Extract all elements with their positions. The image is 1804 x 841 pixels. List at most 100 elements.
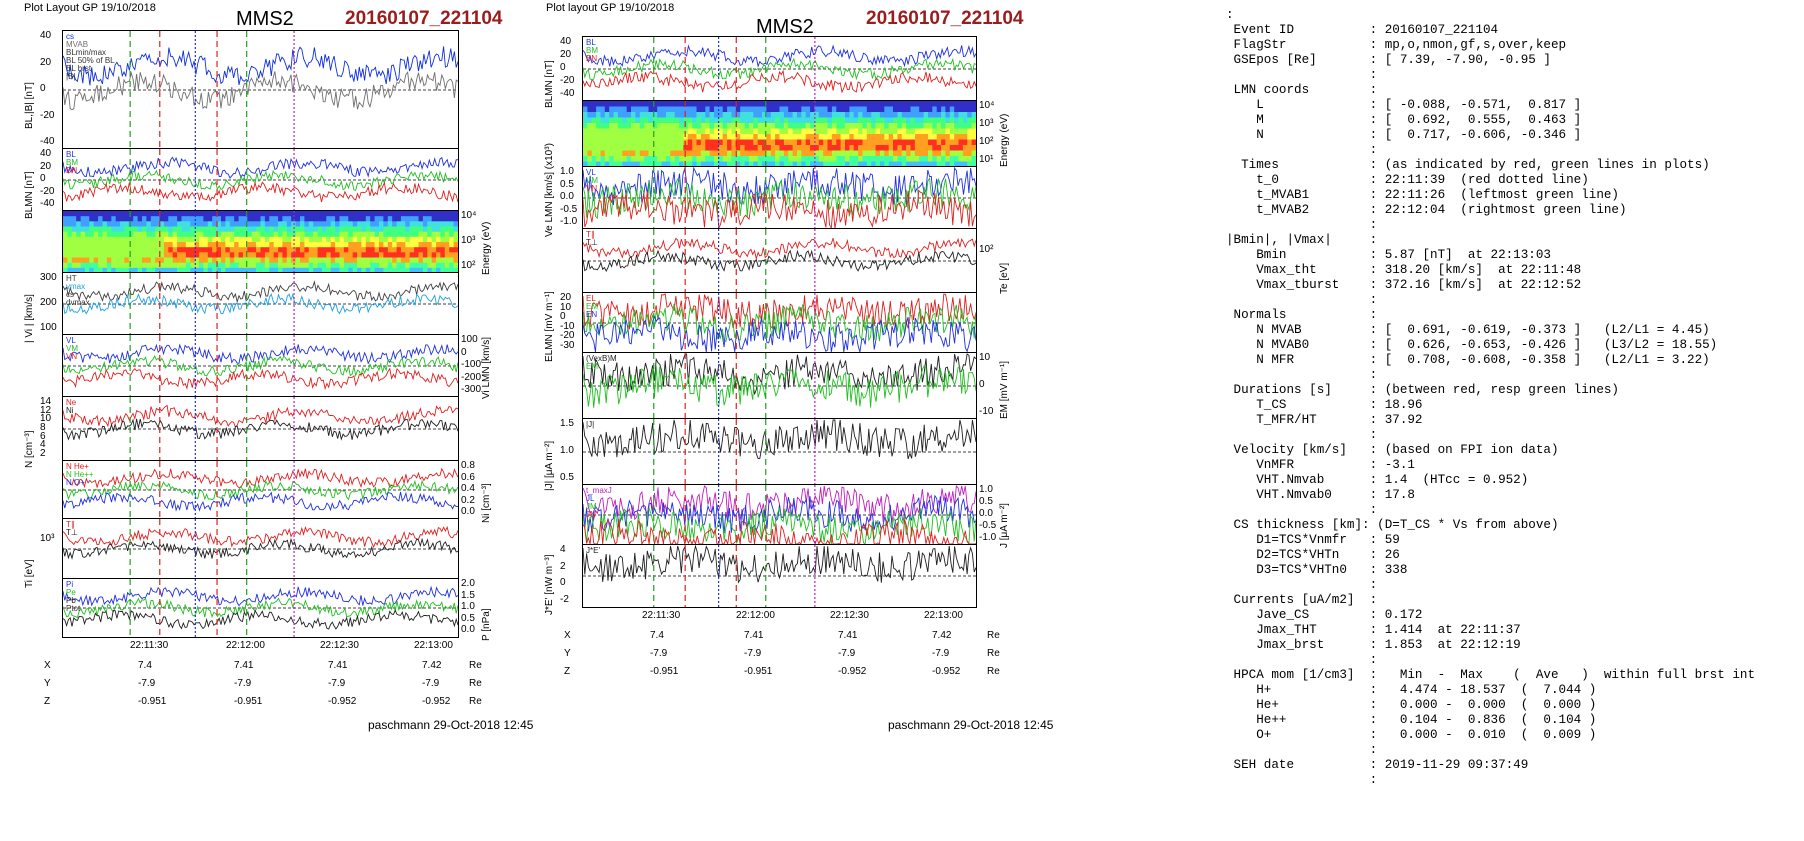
legend-entry: JN xyxy=(586,510,596,519)
y-tick-label: 1.0 xyxy=(560,166,574,177)
info-line: D2=TCS*VHTn : 26 xyxy=(1226,548,1400,562)
left-layout-label: Plot Layout GP 19/10/2018 xyxy=(24,2,156,14)
info-line: VHT.Nmvab : 1.4 (HTcc = 0.952) xyxy=(1226,473,1529,487)
left_plot-panel-6 xyxy=(62,460,459,520)
y-tick-label: -300 xyxy=(461,384,482,395)
info-line: |Bmin|, |Vmax| : xyxy=(1226,233,1378,247)
y-tick-label: 20 xyxy=(40,160,52,172)
sc-row-value: 7.41 xyxy=(744,630,764,641)
y-tick-label: 4 xyxy=(40,439,46,451)
data-trace xyxy=(63,585,458,607)
legend-entry: BL brst xyxy=(66,64,92,73)
left-event-title: 20160107_221104 xyxy=(345,8,503,29)
sc-row-value: -7.9 xyxy=(234,678,252,689)
legend-entry: |J| xyxy=(586,420,595,429)
y-tick-label: -10 xyxy=(560,320,575,332)
sc-row-value: -0.952 xyxy=(932,666,961,677)
y-tick-label: 0.5 xyxy=(979,496,993,507)
y-tick-label: -100 xyxy=(461,359,482,370)
legend-entry: N O+ xyxy=(66,478,85,487)
middle_plot-panel-8 xyxy=(582,544,977,608)
y-tick-label: 0 xyxy=(40,83,46,94)
info-line: Jave_CS : 0.172 xyxy=(1226,608,1423,622)
legend-entry: BL 50% of BL xyxy=(66,56,115,65)
legend-entry: BLmin/max xyxy=(66,48,107,57)
legend-entry: VN xyxy=(66,352,78,361)
y-tick-label: -40 xyxy=(40,136,55,147)
panel-plot-area xyxy=(583,293,976,353)
sc-row-value: 7.4 xyxy=(138,660,152,671)
legend-entry: vmax xyxy=(66,282,86,291)
panel-plot-area xyxy=(63,397,458,461)
legend-entry: BM xyxy=(66,158,78,167)
data-trace xyxy=(583,189,976,229)
time-tick-label: 22:11:30 xyxy=(130,640,169,651)
y-tick-label: 10² xyxy=(979,136,994,147)
left_plot-panel-2 xyxy=(62,210,459,274)
sc-row-name: Y xyxy=(44,678,51,689)
middle_plot-panel-3 xyxy=(582,228,977,294)
time-tick-label: 22:13:00 xyxy=(924,610,963,621)
legend-entry: Ni xyxy=(66,406,74,415)
sc-row-value: 7.4 xyxy=(650,630,664,641)
sc-row-unit: Re xyxy=(987,630,1000,641)
y-tick-label: 2 xyxy=(560,560,566,572)
legend-entry: JM xyxy=(586,502,597,511)
middle-layout-label: Plot layout GP 19/10/2018 xyxy=(546,2,675,14)
y-tick-label: 14 xyxy=(40,396,52,407)
data-trace xyxy=(583,249,976,272)
panel-plot-area xyxy=(583,101,976,167)
sc-row-value: 7.41 xyxy=(328,660,348,671)
data-trace xyxy=(583,519,976,545)
legend-entry: N He++ xyxy=(66,470,94,479)
data-trace xyxy=(63,467,458,489)
time-tick-label: 22:12:30 xyxy=(320,640,359,651)
info-line: : xyxy=(1226,428,1378,442)
sc-row-value: 7.41 xyxy=(234,660,254,671)
sc-row-unit: Re xyxy=(987,648,1000,659)
y-tick-label: 0.2 xyxy=(461,494,475,506)
y-axis-label: |J| [μA m⁻²] xyxy=(544,440,555,491)
sc-row-value: -0.951 xyxy=(650,666,679,677)
time-tick-label: 22:12:00 xyxy=(736,610,775,621)
sc-row-value: -0.951 xyxy=(234,696,263,707)
y-tick-label: 12 xyxy=(40,404,52,416)
sc-row-value: 7.42 xyxy=(932,630,952,641)
info-line: t_0 : 22:11:39 (red dotted line) xyxy=(1226,173,1589,187)
info-line: Normals : xyxy=(1226,308,1378,322)
y-tick-label: 0 xyxy=(40,173,46,184)
y-tick-label: 0.5 xyxy=(560,178,574,190)
data-trace xyxy=(63,343,458,365)
data-trace xyxy=(583,364,976,408)
y-tick-label: 10¹ xyxy=(979,154,994,165)
y-tick-label: -40 xyxy=(40,198,55,209)
info-line: : xyxy=(1226,653,1378,667)
y-tick-label: 0.6 xyxy=(461,471,475,483)
legend-entry: T⊥ xyxy=(66,528,78,537)
y-tick-label: -1.0 xyxy=(560,216,578,227)
legend-entry: VM xyxy=(66,344,78,353)
y-tick-label: 40 xyxy=(40,148,52,159)
info-line: : xyxy=(1226,368,1378,382)
y-tick-label: 0.5 xyxy=(560,472,574,483)
y-tick-label: 0.0 xyxy=(560,191,574,202)
data-trace xyxy=(63,609,458,630)
y-tick-label: -20 xyxy=(40,109,55,121)
info-line: : xyxy=(1226,8,1234,22)
data-trace xyxy=(583,237,976,261)
legend-entry: dvmax xyxy=(66,298,90,307)
panel-plot-area xyxy=(583,229,976,293)
panel-plot-area xyxy=(63,519,458,579)
legend-entry: BM xyxy=(586,46,598,55)
data-trace xyxy=(583,485,976,523)
data-trace xyxy=(63,46,458,86)
info-line: GSEpos [Re] : [ 7.39, -7.90, -0.95 ] xyxy=(1226,53,1551,67)
data-trace xyxy=(583,293,976,330)
info-line: He++ : 0.104 - 0.836 ( 0.104 ) xyxy=(1226,713,1597,727)
y-tick-label: 0 xyxy=(560,62,566,73)
y-tick-label: 0 xyxy=(461,346,467,358)
info-line: Jmax_THT : 1.414 at 22:11:37 xyxy=(1226,623,1521,637)
sc-row-value: -7.9 xyxy=(838,648,856,659)
middle-spacecraft-title: MMS2 xyxy=(756,16,814,38)
data-trace xyxy=(583,69,976,94)
